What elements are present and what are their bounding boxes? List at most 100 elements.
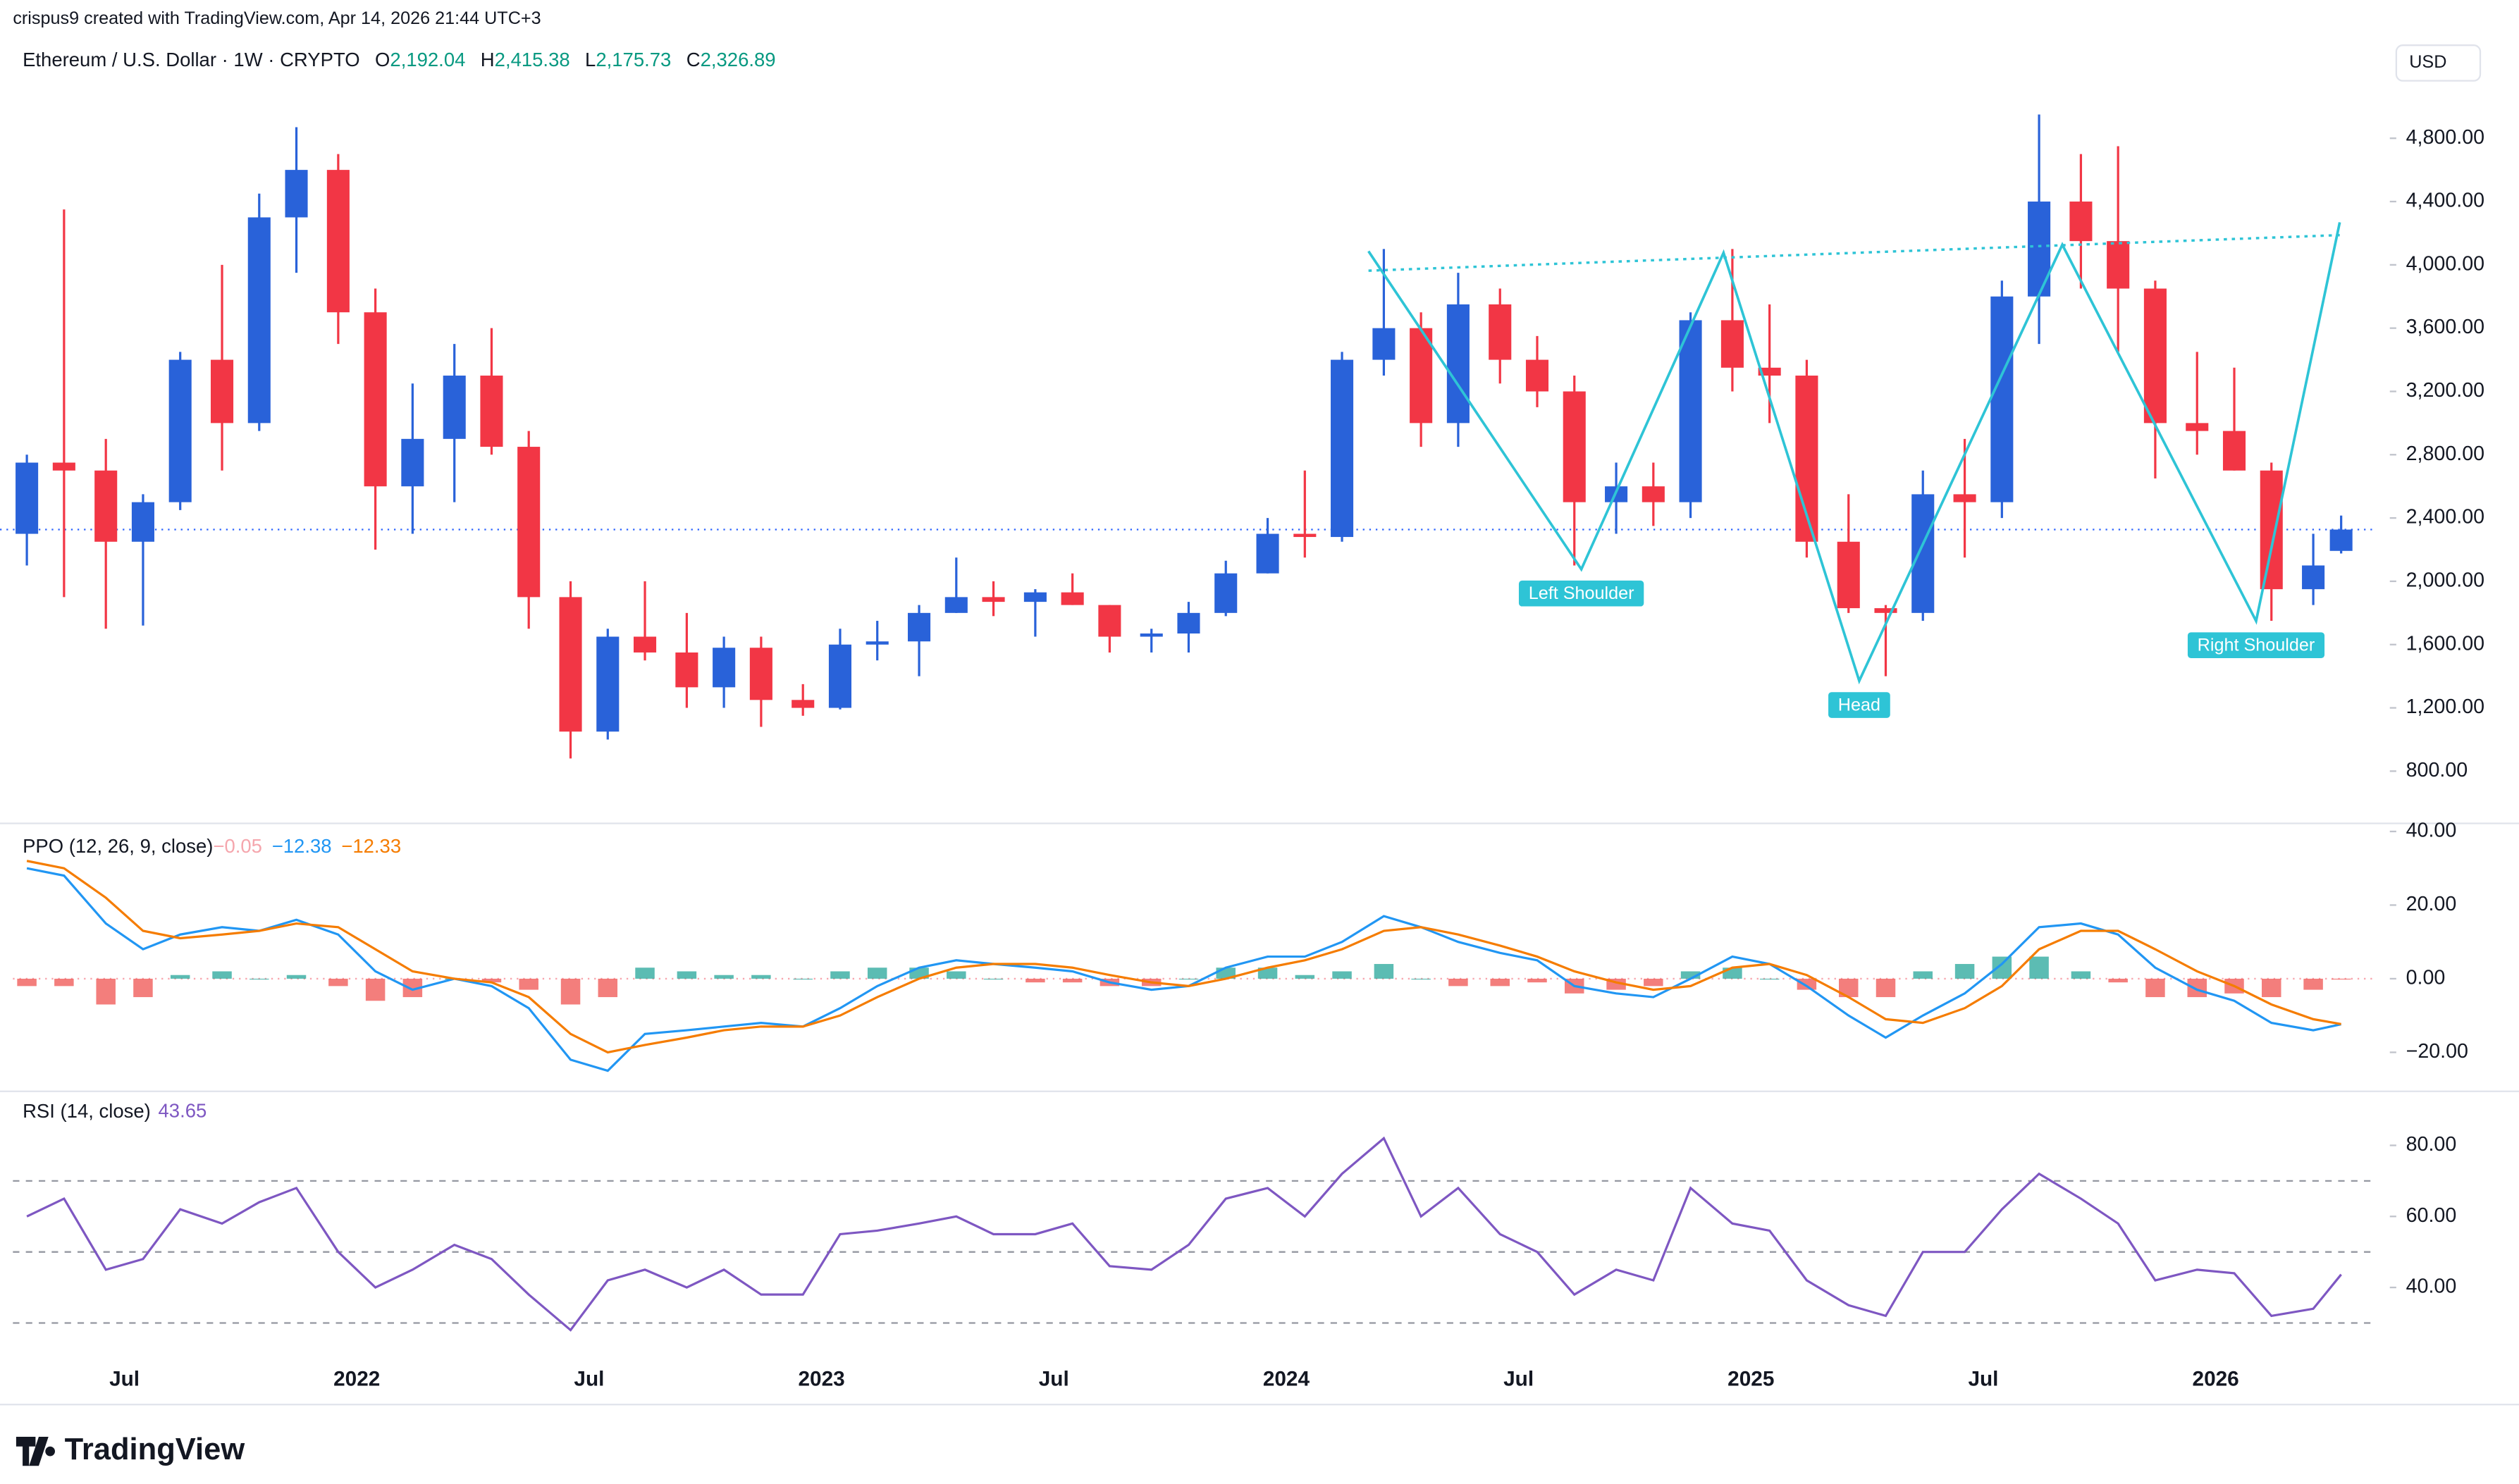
histogram-bar xyxy=(1026,978,1045,983)
candle-body xyxy=(131,502,154,542)
y-tick-label: 2,000.00 xyxy=(2406,569,2484,591)
x-tick-label: Jul xyxy=(1039,1368,1069,1391)
y-tick-label: 800.00 xyxy=(2406,759,2468,781)
histogram-bar xyxy=(212,971,232,979)
x-tick-label: Jul xyxy=(574,1368,604,1391)
candle-body xyxy=(1410,328,1433,423)
candle-body xyxy=(480,376,503,447)
candle-body xyxy=(247,217,271,423)
candle-body xyxy=(1372,328,1396,360)
histogram-bar xyxy=(1797,978,1817,990)
y-tick-label: 40.00 xyxy=(2406,1275,2457,1298)
histogram-bar xyxy=(1992,956,2012,979)
pattern-label: Right Shoulder xyxy=(2198,635,2315,655)
candle-body xyxy=(634,636,657,653)
candle-body xyxy=(16,462,39,534)
y-tick-label: 4,800.00 xyxy=(2406,126,2484,149)
histogram-bar xyxy=(2029,956,2049,979)
x-tick-label: 2022 xyxy=(333,1368,380,1391)
candle-body xyxy=(2069,202,2093,242)
indicator-value: −12.33 xyxy=(341,835,401,857)
candle-body xyxy=(1293,533,1317,538)
y-tick-label: 60.00 xyxy=(2406,1204,2457,1227)
x-tick-label: 2025 xyxy=(1727,1368,1774,1391)
indicator-value: 43.65 xyxy=(159,1100,207,1122)
candle-body xyxy=(401,438,424,487)
histogram-bar xyxy=(947,971,966,979)
histogram-bar xyxy=(1257,967,1278,979)
x-tick-label: 2024 xyxy=(1263,1368,1310,1391)
candle-body xyxy=(749,648,772,700)
candle-body xyxy=(1563,391,1586,502)
histogram-bar xyxy=(867,967,887,979)
histogram-bar xyxy=(96,978,116,1005)
candle-body xyxy=(2186,423,2209,431)
y-tick-label: 40.00 xyxy=(2406,820,2457,842)
candle-body xyxy=(944,597,968,613)
candle-body xyxy=(908,612,931,642)
candle-body xyxy=(559,597,582,732)
indicator-values: −0.05 −12.38 −12.33 xyxy=(213,835,401,857)
histogram-bar xyxy=(1448,978,1468,987)
y-tick-label: 3,200.00 xyxy=(2406,379,2484,402)
x-tick-label: Jul xyxy=(109,1368,140,1391)
histogram-bar xyxy=(365,978,386,1001)
x-tick-label: Jul xyxy=(1503,1368,1534,1391)
candle-body xyxy=(828,644,852,708)
histogram-bar xyxy=(1374,964,1394,979)
candle-body xyxy=(2107,241,2130,289)
histogram-bar xyxy=(1954,964,1975,979)
histogram-bar xyxy=(170,975,190,979)
pattern-label: Left Shoulder xyxy=(1529,583,1634,603)
histogram-bar xyxy=(2303,978,2323,990)
histogram-bar xyxy=(751,975,771,979)
candle-body xyxy=(1837,541,1860,609)
ohlc-key: H xyxy=(481,49,495,70)
y-tick-label: 80.00 xyxy=(2406,1133,2457,1156)
currency[interactable]: USD xyxy=(2409,52,2446,72)
histogram-bar xyxy=(133,978,153,998)
indicator-value: −12.38 xyxy=(272,835,332,857)
pattern-zigzag xyxy=(1367,222,2341,685)
logo-text: TradingView xyxy=(65,1433,245,1466)
histogram-bar xyxy=(560,978,581,1005)
indicator-line xyxy=(26,1136,2342,1332)
candle-body xyxy=(1953,494,1976,502)
candle-body xyxy=(2260,470,2283,590)
ohlc-value: 2,175.73 xyxy=(596,49,671,70)
histogram-bar xyxy=(2071,971,2091,979)
credit: crispus9 created with TradingView.com, A… xyxy=(13,8,541,28)
ohlc-key: O xyxy=(375,49,390,70)
candle-body xyxy=(210,359,234,423)
histogram-bar xyxy=(1723,967,1742,979)
pattern-label-box xyxy=(1828,692,1890,718)
candle-body xyxy=(792,700,815,708)
y-tick-label: 3,600.00 xyxy=(2406,316,2484,338)
candle-body xyxy=(596,636,620,732)
ohlc-value: 2,415.38 xyxy=(495,49,570,70)
candle-body xyxy=(1140,633,1163,637)
y-tick-label: −20.00 xyxy=(2406,1040,2468,1063)
candle-body xyxy=(1489,304,1512,360)
histogram-bar xyxy=(2145,978,2165,998)
histogram-bar xyxy=(1644,978,1663,987)
pattern-label: Head xyxy=(1838,695,1880,715)
candle-body xyxy=(1525,359,1549,392)
indicator-line xyxy=(26,860,2341,1054)
y-tick-label: 1,200.00 xyxy=(2406,695,2484,718)
histogram-bar xyxy=(1913,971,1933,979)
candle-body xyxy=(326,170,350,313)
histogram-bar xyxy=(519,978,538,990)
x-tick-label: Jul xyxy=(1968,1368,1998,1391)
histogram-bar xyxy=(286,975,307,979)
symbol-line: Ethereum / U.S. Dollar · 1W · CRYPTO O2,… xyxy=(23,49,776,70)
candle-body xyxy=(2329,529,2353,551)
histogram-bar xyxy=(1527,978,1547,983)
histogram-bar xyxy=(328,978,348,987)
x-tick-label: 2026 xyxy=(2193,1368,2239,1391)
y-tick-label: 2,400.00 xyxy=(2406,506,2484,528)
ohlc-value: 2,326.89 xyxy=(701,49,776,70)
candle-body xyxy=(2143,288,2167,423)
currency-box[interactable] xyxy=(2395,44,2482,82)
